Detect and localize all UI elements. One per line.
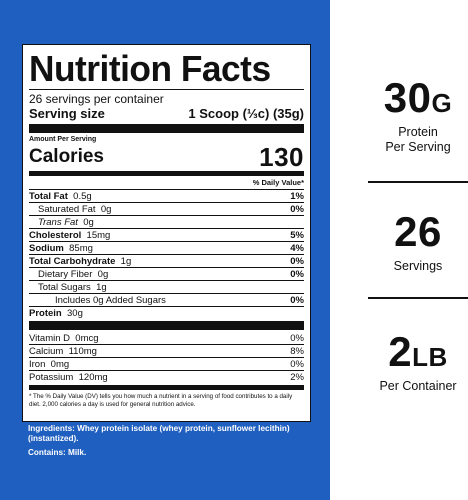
nutrient-dv: 5%: [290, 229, 304, 241]
vitamin-name: Potassium: [29, 371, 74, 383]
nutrient-row-sodium: Sodium 85mg 4%: [29, 241, 304, 254]
nutrient-row-total-sugars: Total Sugars 1g: [29, 280, 304, 293]
vitamin-row-calcium: Calcium 110mg 8%: [29, 344, 304, 357]
stat-number: 2: [388, 328, 413, 375]
nutrient-row-added-sugars: Includes 0g Added Sugars 0%: [29, 293, 304, 306]
nutrient-dv: 0%: [290, 255, 304, 267]
vitamin-name: Vitamin D: [29, 332, 71, 344]
nutrient-dv: 0%: [290, 203, 304, 215]
stat-unit: G: [431, 88, 453, 118]
stat-unit: LB: [412, 342, 448, 372]
allergen-contains-text: Contains: Milk.: [28, 448, 87, 457]
nutrient-name: Total Sugars: [38, 281, 91, 293]
calories-label: Calories: [29, 146, 104, 167]
vitamin-amount: 120mg: [78, 371, 108, 383]
stat-caption: Per Container: [379, 379, 457, 393]
stat-number: 26: [394, 208, 442, 255]
nutrient-name: Dietary Fiber: [38, 268, 93, 280]
nutrient-amount: 1g: [96, 281, 107, 293]
nutrient-amount: 0.5g: [73, 190, 92, 202]
nutrient-dv: 0%: [290, 294, 304, 306]
nutrient-amount: 15mg: [86, 229, 111, 241]
vitamin-dv: 8%: [290, 345, 304, 357]
nutrient-name: Sodium: [29, 242, 64, 254]
nutrient-amount: 0g: [83, 216, 94, 228]
nutrient-dv: 4%: [290, 242, 304, 254]
nutrient-name: Cholesterol: [29, 229, 82, 241]
nutrient-row-total-fat: Total Fat 0.5g 1%: [29, 189, 304, 202]
nutrient-name: Total Carbohydrate: [29, 255, 116, 267]
medium-divider: [29, 385, 304, 390]
vitamin-amount: 110mg: [68, 345, 97, 357]
nutrient-dv: 0%: [290, 268, 304, 280]
nutrient-amount: 0g: [100, 203, 112, 215]
stat-divider: [368, 181, 468, 183]
stat-protein: 30G Protein Per Serving: [368, 76, 468, 155]
divider: [29, 89, 304, 90]
nutrient-amount: 1g: [120, 255, 132, 267]
nutrient-row-total-carbohydrate: Total Carbohydrate 1g 0%: [29, 254, 304, 267]
ingredients-text: Ingredients: Whey protein isolate (whey …: [28, 424, 290, 443]
nutrient-amount: 30g: [67, 307, 83, 319]
nutrition-facts-label: Nutrition Facts 26 servings per containe…: [22, 44, 311, 422]
nutrient-name: Total Fat: [29, 190, 68, 202]
stat-container-size: 2LB Per Container: [368, 330, 468, 394]
stat-value: 30G: [368, 76, 468, 125]
stat-number: 30: [383, 74, 432, 121]
vitamin-dv: 0%: [290, 358, 304, 370]
vitamin-name: Iron: [29, 358, 46, 370]
vitamin-row-vitamin-d: Vitamin D 0mcg 0%: [29, 332, 304, 344]
vitamin-dv: 2%: [290, 371, 304, 383]
nutrient-row-dietary-fiber: Dietary Fiber 0g 0%: [29, 267, 304, 280]
nutrient-name: Includes 0g Added Sugars: [55, 294, 166, 306]
nutrient-dv: 1%: [290, 190, 304, 202]
nutrient-amount: 85mg: [69, 242, 93, 254]
daily-value-footnote: * The % Daily Value (DV) tells you how m…: [29, 393, 293, 408]
medium-divider: [29, 171, 304, 176]
stat-value: 26: [368, 210, 468, 259]
nutrient-name: Saturated Fat: [38, 203, 96, 215]
nutrient-row-saturated-fat: Saturated Fat 0g 0%: [29, 202, 304, 215]
stat-value: 2LB: [368, 330, 468, 379]
nutrient-name: Protein: [29, 307, 62, 319]
stat-servings: 26 Servings: [368, 210, 468, 274]
nutrient-row-protein: Protein 30g: [29, 306, 304, 319]
serving-size-label: Serving size: [29, 106, 105, 121]
servings-per-container: 26 servings per container: [29, 92, 164, 106]
vitamin-amount: 0mg: [50, 358, 70, 370]
daily-value-header: % Daily Value*: [252, 178, 304, 187]
thick-divider: [29, 124, 304, 133]
vitamin-row-potassium: Potassium 120mg 2%: [29, 370, 304, 383]
stat-divider: [368, 297, 468, 299]
label-title: Nutrition Facts: [29, 48, 271, 89]
nutrient-row-cholesterol: Cholesterol 15mg 5%: [29, 228, 304, 241]
stat-caption: Protein Per Serving: [385, 125, 451, 154]
amount-per-serving: Amount Per Serving: [29, 136, 97, 143]
vitamin-amount: 0mcg: [75, 332, 99, 344]
nutrient-name: Trans Fat: [38, 216, 78, 228]
nutrient-amount: 0g: [97, 268, 109, 280]
serving-size-row: Serving size 1 Scoop (⅓c) (35g): [29, 106, 304, 122]
stat-caption: Servings: [393, 259, 443, 273]
calories-value: 130: [259, 142, 304, 172]
serving-size-value: 1 Scoop (⅓c) (35g): [188, 106, 304, 121]
vitamin-row-iron: Iron 0mg 0%: [29, 357, 304, 370]
calories-row: Calories 130: [29, 142, 304, 172]
thick-divider: [29, 321, 304, 330]
vitamin-name: Calcium: [29, 345, 64, 357]
nutrient-row-trans-fat: Trans Fat 0g: [29, 215, 304, 228]
vitamin-dv: 0%: [290, 332, 304, 344]
